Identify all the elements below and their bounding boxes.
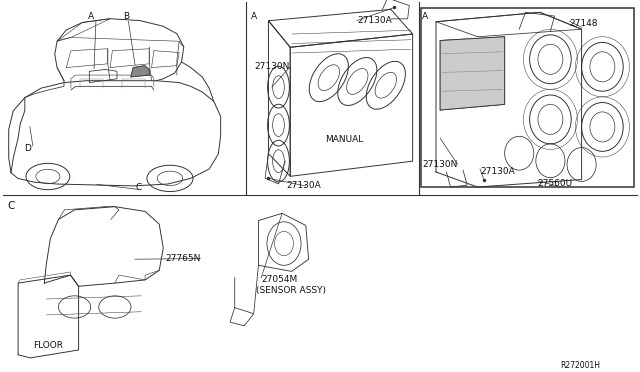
Text: 27148: 27148 — [570, 19, 598, 28]
Text: C: C — [8, 202, 15, 211]
Text: 27130N: 27130N — [422, 160, 458, 169]
Text: 27130A: 27130A — [480, 167, 515, 176]
Text: 27765N: 27765N — [165, 254, 200, 263]
Text: 27130A: 27130A — [357, 16, 392, 25]
Text: 27130N: 27130N — [255, 62, 290, 71]
Polygon shape — [440, 37, 505, 110]
Text: A: A — [88, 12, 95, 21]
Text: D: D — [24, 144, 31, 153]
Text: 27054M: 27054M — [261, 275, 298, 284]
Text: 27560U: 27560U — [538, 179, 573, 187]
Text: (SENSOR ASSY): (SENSOR ASSY) — [256, 286, 326, 295]
Text: B: B — [123, 12, 129, 21]
Polygon shape — [131, 66, 149, 77]
Text: R272001H: R272001H — [560, 361, 600, 370]
Text: FLOOR: FLOOR — [33, 341, 63, 350]
Bar — [421, 8, 634, 187]
Text: 27130A: 27130A — [287, 182, 321, 190]
Text: C: C — [136, 183, 142, 192]
Text: A: A — [251, 12, 257, 21]
Text: A: A — [422, 12, 429, 21]
Text: MANUAL: MANUAL — [325, 135, 364, 144]
